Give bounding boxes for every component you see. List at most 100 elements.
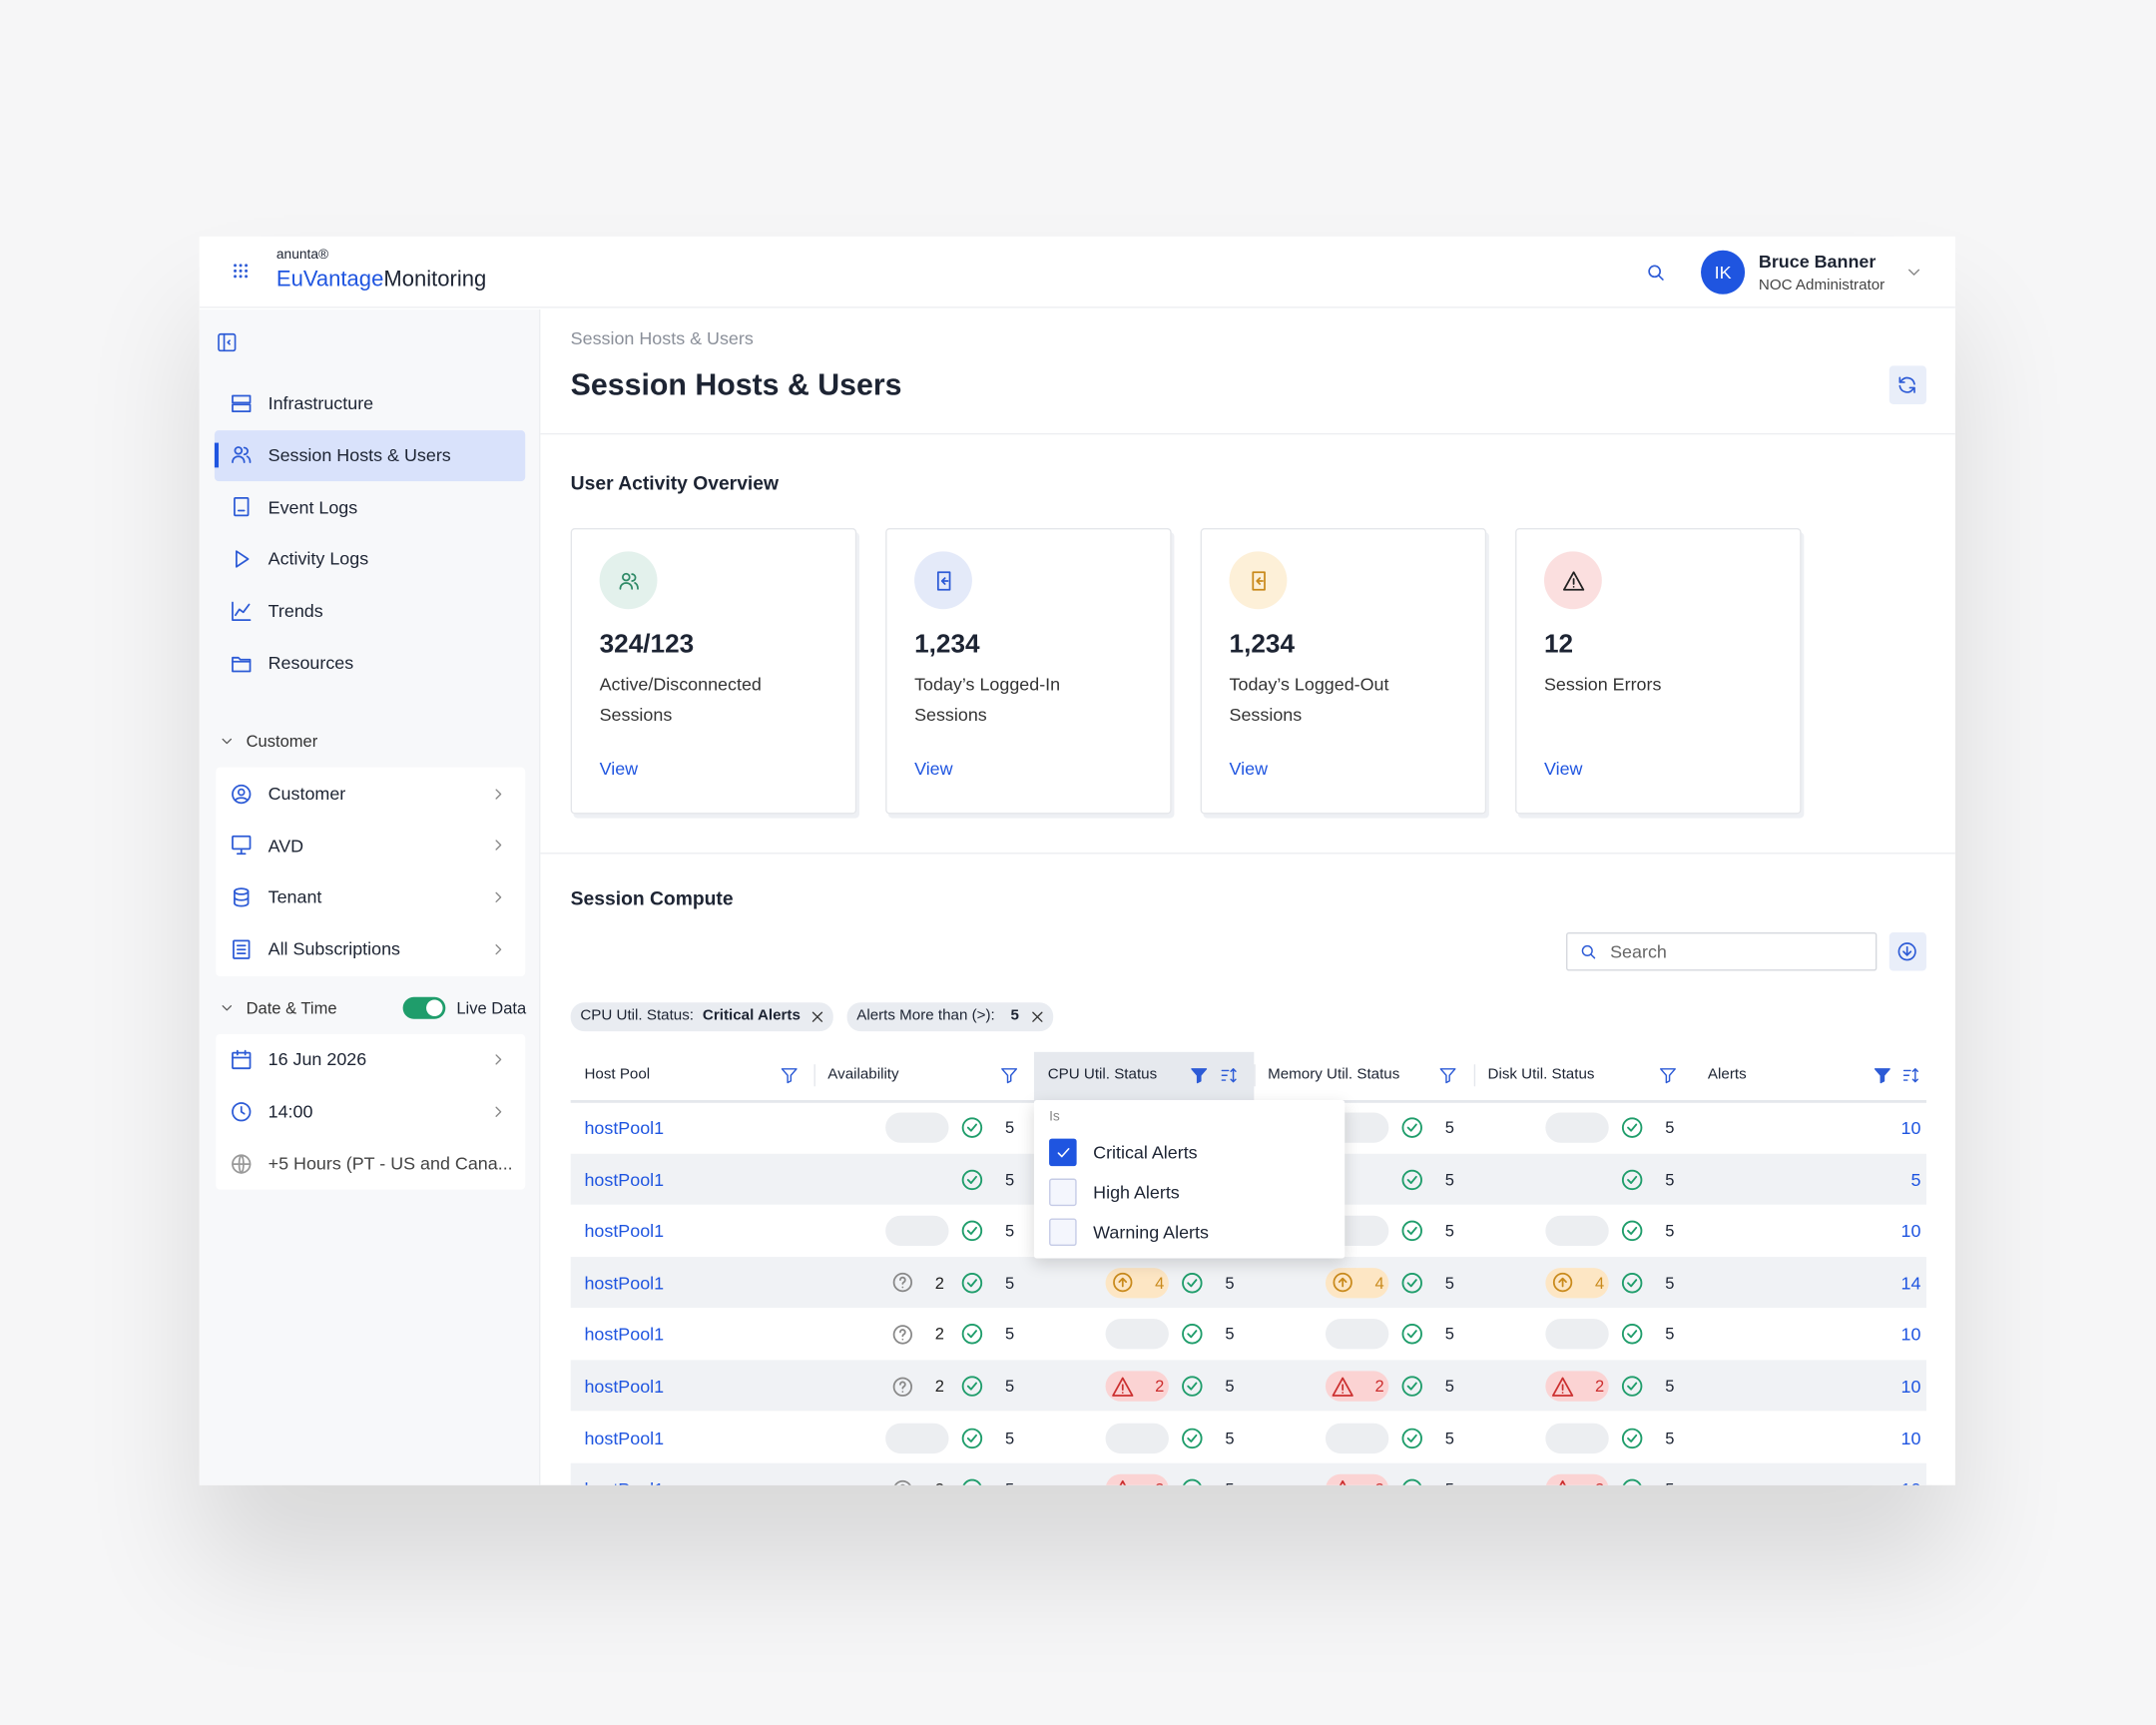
column-control[interactable] [1438,1066,1457,1085]
status-count: 2 [1155,1376,1165,1397]
status-icon [1339,1479,1346,1485]
column-control[interactable] [1873,1066,1891,1085]
item-icon [231,784,251,804]
ok-icon [1182,1324,1203,1345]
nav-item[interactable]: Resources [268,652,354,674]
nav-item[interactable]: Infrastructure [268,392,374,413]
ok-count: 5 [1225,1481,1234,1485]
alerts-count[interactable]: 5 [1910,1169,1921,1190]
status-badge [1105,1423,1169,1453]
alerts-count[interactable]: 10 [1900,1117,1921,1138]
nav-item[interactable]: Trends [268,600,323,622]
toggle-label: Live Data [456,998,527,1018]
ok-count: 5 [1225,1376,1235,1397]
ok-count: 5 [1004,1117,1015,1138]
search-icon [1648,265,1664,281]
ok-icon [1401,1428,1422,1448]
alerts-count[interactable]: 10 [1900,1220,1921,1242]
refresh-button[interactable] [1888,365,1926,404]
stat-value: 1,234 [1229,630,1296,660]
status-badge [1105,1371,1169,1402]
datetime-item[interactable]: 16 Jun 2026 [268,1048,367,1070]
checkbox[interactable] [1049,1138,1077,1167]
host-link[interactable]: hostPool1 [584,1272,665,1294]
ok-icon [1621,1169,1643,1190]
column-control[interactable] [1190,1066,1209,1085]
status-count: 4 [1594,1273,1605,1293]
nav-item[interactable]: Event Logs [268,496,358,518]
checkbox[interactable] [1049,1218,1077,1247]
host-link[interactable]: hostPool1 [584,1428,665,1448]
host-link[interactable]: hostPool1 [584,1480,664,1485]
avatar-initials: IK [1714,262,1732,284]
ok-count: 5 [1444,1273,1455,1293]
datetime-item[interactable]: +5 Hours (PT - US and Cana... [268,1153,513,1174]
customer-item[interactable]: Customer [268,783,346,805]
stat-link[interactable]: View [1543,758,1583,780]
ok-icon [1621,1428,1643,1448]
dropdown-option[interactable]: Critical Alerts [1093,1142,1198,1163]
dropdown-option[interactable]: High Alerts [1093,1182,1180,1203]
stat-link[interactable]: View [914,758,953,780]
ok-count: 5 [1665,1169,1675,1190]
status-count: 2 [934,1376,944,1397]
stat-value: 12 [1543,630,1574,660]
column-header: CPU Util. Status [1047,1066,1158,1083]
datetime-item[interactable]: 14:00 [268,1100,313,1122]
status-icon [892,1376,912,1397]
stat-link[interactable]: View [599,758,639,780]
status-count: 2 [935,1481,944,1485]
ok-icon [1622,1478,1642,1485]
stat-card [1515,527,1802,815]
stat-card [885,527,1172,815]
column-control[interactable] [1658,1066,1677,1085]
alerts-count[interactable]: 10 [1900,1428,1921,1448]
status-badge [1325,1473,1389,1485]
status-badge [1545,1267,1609,1299]
column-control[interactable] [999,1066,1018,1085]
ok-icon [1401,1324,1422,1345]
ok-count: 5 [1444,1169,1455,1190]
toggle-knob [426,999,443,1017]
column-control[interactable] [780,1066,799,1085]
nav-item[interactable]: Activity Logs [268,548,369,570]
chip-label: CPU Util. Status: [580,1007,695,1024]
host-link[interactable]: hostPool1 [584,1169,665,1190]
customer-item[interactable]: AVD [268,835,304,857]
check-icon [1056,1147,1069,1157]
status-count: 4 [1155,1273,1165,1293]
ok-icon [1401,1376,1422,1397]
nav-item[interactable]: Session Hosts & Users [268,444,451,466]
ok-count: 5 [1004,1428,1015,1448]
status-icon [1111,1376,1133,1397]
checkbox[interactable] [1049,1178,1077,1207]
dropdown-option[interactable]: Warning Alerts [1093,1221,1209,1243]
status-count: 4 [1374,1273,1384,1293]
alerts-count[interactable]: 10 [1900,1324,1921,1346]
customer-item[interactable]: All Subscriptions [268,938,401,959]
app-window: anunta® EuVantage Monitoring IK Bruce Banner… [199,236,1955,1485]
ok-icon [1401,1117,1422,1138]
nav-active-bar [214,442,220,468]
status-count: 2 [1375,1481,1384,1485]
host-link[interactable]: hostPool1 [584,1117,665,1138]
column-separator [1473,1064,1476,1087]
alerts-count[interactable]: 10 [1901,1480,1921,1485]
ok-icon [961,1376,983,1397]
ok-icon [1621,1117,1643,1138]
host-link[interactable]: hostPool1 [584,1324,665,1346]
status-count: 2 [1594,1376,1605,1397]
column-control[interactable] [1220,1066,1239,1085]
user-role: NOC Administrator [1758,277,1886,294]
host-link[interactable]: hostPool1 [584,1220,665,1242]
stat-link[interactable]: View [1229,758,1269,780]
alerts-count[interactable]: 14 [1900,1272,1921,1294]
alerts-count[interactable]: 10 [1900,1376,1921,1397]
search-box[interactable] [1566,931,1878,971]
host-link[interactable]: hostPool1 [584,1376,665,1397]
nav-icon [231,446,251,464]
ok-count: 5 [1665,1376,1675,1397]
customer-item[interactable]: Tenant [268,886,322,908]
column-control[interactable] [1901,1066,1920,1085]
stat-label: Active/Disconnected Sessions [599,674,762,725]
